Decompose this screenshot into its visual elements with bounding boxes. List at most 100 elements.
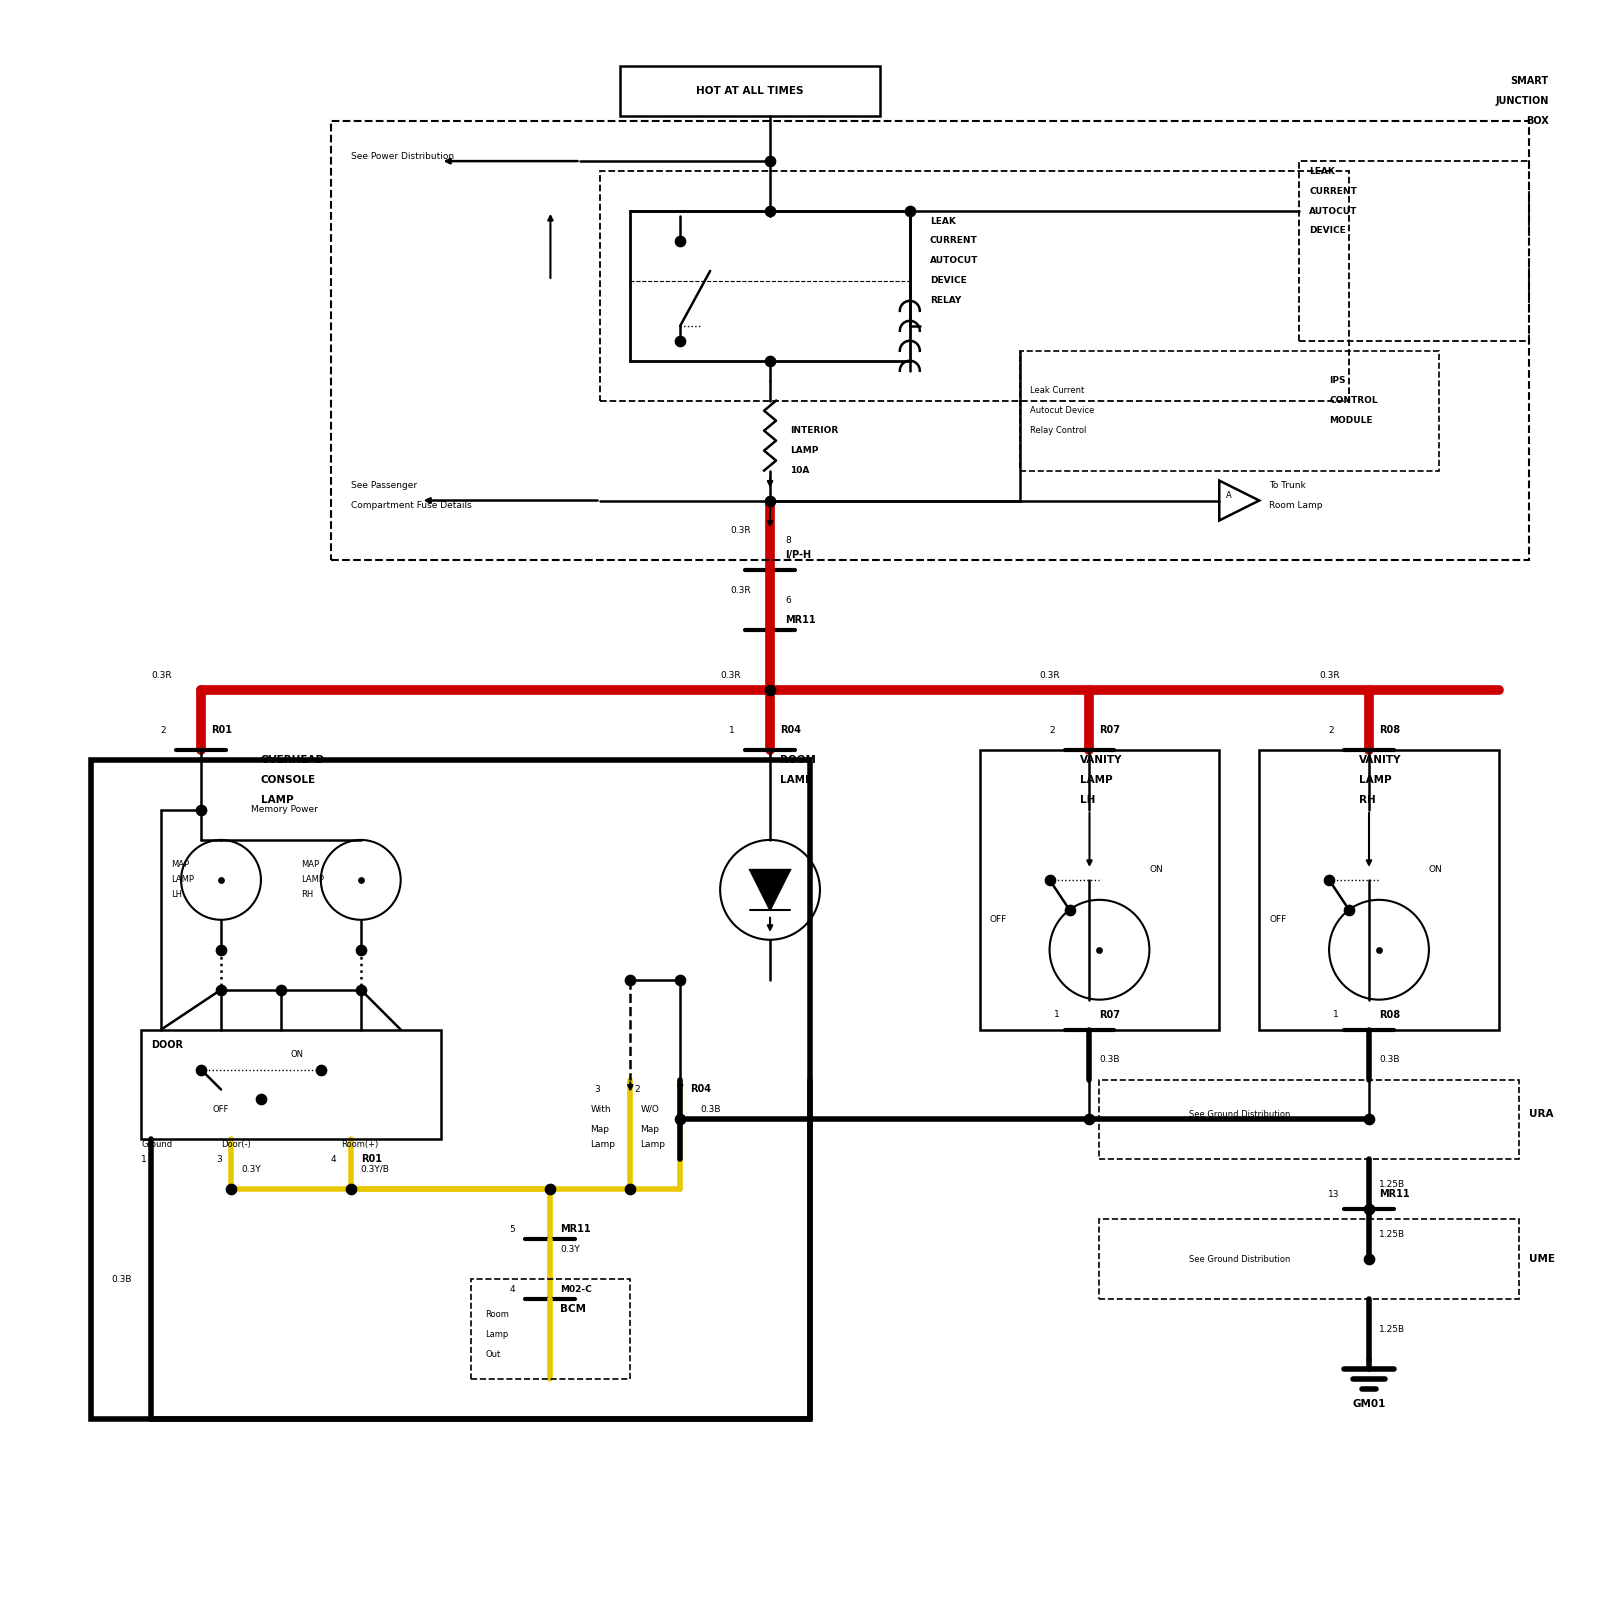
Bar [979,750,1219,1030]
Text: 0.3R: 0.3R [730,586,750,595]
Text: 3: 3 [216,1155,222,1163]
Polygon shape [750,870,790,910]
Text: MR11: MR11 [560,1224,590,1234]
Text: 0.3R: 0.3R [1040,670,1061,680]
Point [667,966,693,992]
Text: With: With [590,1106,611,1114]
Point [1317,867,1342,893]
Text: Lamp: Lamp [640,1139,666,1149]
Text: RH: RH [1358,795,1376,805]
Text: AUTOCUT: AUTOCUT [930,256,978,266]
Point [898,198,923,224]
Point [248,1086,274,1112]
Text: 0.3Y: 0.3Y [560,1245,581,1254]
Text: 0.3B: 0.3B [1099,1054,1120,1064]
Text: OFF: OFF [1269,915,1286,925]
Point [1077,1107,1102,1133]
Text: 4: 4 [510,1285,515,1294]
Text: SMART: SMART [1510,77,1549,86]
Text: 1: 1 [730,726,734,734]
Text: RH: RH [301,890,314,899]
Point [538,1176,563,1202]
Text: HOT AT ALL TIMES: HOT AT ALL TIMES [696,86,803,96]
Point [667,328,693,354]
Point [757,149,782,174]
Text: Room(+): Room(+) [341,1139,378,1149]
Bar [1259,750,1499,1030]
Text: MODULE: MODULE [1330,416,1373,426]
Text: M02-C: M02-C [560,1285,592,1294]
Text: RELAY: RELAY [930,296,962,306]
Point [347,978,373,1003]
Text: 1: 1 [1333,1010,1339,1019]
Text: R08: R08 [1379,1010,1400,1019]
Text: 1: 1 [1054,1010,1059,1019]
Text: 0.3R: 0.3R [150,670,171,680]
Text: LAMP: LAMP [301,875,323,885]
Point [757,677,782,702]
Bar [1099,1219,1518,1299]
Text: DEVICE: DEVICE [930,277,966,285]
Point [1037,867,1062,893]
Point [1336,898,1362,923]
Text: Lamp: Lamp [590,1139,616,1149]
Text: LAMP: LAMP [171,875,194,885]
Text: Room Lamp: Room Lamp [1269,501,1323,510]
Text: CURRENT: CURRENT [930,237,978,245]
Text: BCM: BCM [560,1304,587,1314]
Bar [331,122,1528,560]
Text: I/P-H: I/P-H [786,550,811,560]
Text: Ground: Ground [141,1139,173,1149]
Text: Room: Room [485,1310,509,1318]
Bar [1099,1080,1518,1160]
Point [1086,938,1112,963]
Text: Leak Current: Leak Current [1030,386,1083,395]
Text: JUNCTION: JUNCTION [1496,96,1549,106]
Text: 1: 1 [141,1155,147,1163]
Text: Map: Map [640,1125,659,1134]
Text: 10A: 10A [790,466,810,475]
Text: 6: 6 [786,595,790,605]
Bar [470,1278,630,1379]
Text: 0.3B: 0.3B [701,1106,720,1114]
Point [1366,938,1392,963]
Point [757,488,782,514]
Text: LAMP: LAMP [781,774,813,786]
Text: 13: 13 [1328,1190,1339,1198]
Point [1357,1107,1382,1133]
Bar [91,760,810,1419]
Text: 8: 8 [786,536,790,546]
Text: ROOM: ROOM [781,755,816,765]
Point [667,229,693,254]
Text: Compartment Fuse Details: Compartment Fuse Details [350,501,472,510]
Text: R01: R01 [360,1154,382,1165]
Text: 0.3R: 0.3R [730,526,750,534]
Text: See Power Distribution: See Power Distribution [350,152,454,160]
Text: 1.25B: 1.25B [1379,1230,1405,1238]
Bar [141,1030,440,1139]
Text: R04: R04 [781,725,802,734]
Text: CONSOLE: CONSOLE [261,774,317,786]
Bar [630,211,910,360]
Point [338,1176,363,1202]
Text: 0.3B: 0.3B [1379,1054,1400,1064]
Bar [621,66,880,117]
Text: See Passenger: See Passenger [350,482,418,490]
Text: ON: ON [1429,866,1443,874]
Point [208,978,234,1003]
Text: See Ground Distribution: See Ground Distribution [1189,1254,1291,1264]
Text: W/O: W/O [640,1106,659,1114]
Point [208,938,234,963]
Point [347,938,373,963]
Point [269,978,294,1003]
Point [347,867,373,893]
Text: R07: R07 [1099,725,1120,734]
Bar [1019,350,1438,470]
Text: 0.3Y/B: 0.3Y/B [360,1165,390,1174]
Point [618,1176,643,1202]
Point [189,1056,214,1082]
Text: DOOR: DOOR [150,1040,182,1050]
Text: Relay Control: Relay Control [1030,426,1086,435]
Text: 0.3R: 0.3R [1318,670,1339,680]
Text: LAMP: LAMP [1080,774,1112,786]
